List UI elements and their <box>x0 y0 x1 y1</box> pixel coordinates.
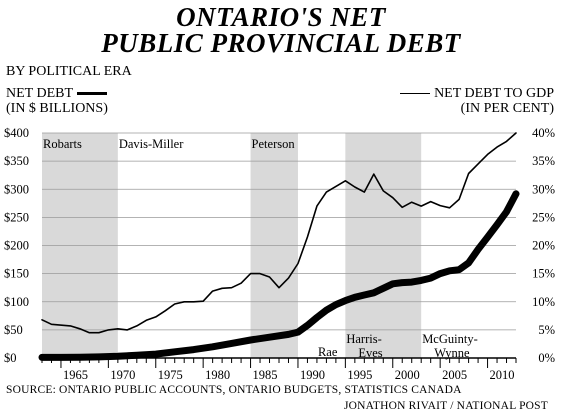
x-tick-label: 1980 <box>205 368 230 382</box>
net-debt-line <box>38 190 520 361</box>
era-label-5: McGuinty- <box>422 332 478 346</box>
left-tick-label: $350 <box>4 154 29 168</box>
left-tick-label: $400 <box>4 126 29 140</box>
left-tick-label: $200 <box>4 239 29 253</box>
x-tick-label: 1990 <box>300 368 325 382</box>
right-tick-label: 35% <box>532 154 555 168</box>
credit-note: JONATHON RIVAIT / NATIONAL POST <box>343 400 548 412</box>
right-tick-label: 0% <box>538 351 555 365</box>
x-tick-label: 2010 <box>490 368 515 382</box>
gdp-ratio-legend-key <box>400 93 431 95</box>
left-tick-label: $100 <box>4 295 29 309</box>
right-axis-label: NET DEBT TO GDP (IN PER CENT) <box>396 86 554 116</box>
left-tick-label: $0 <box>4 351 17 365</box>
source-note: SOURCE: ONTARIO PUBLIC ACCOUNTS, ONTARIO… <box>6 384 462 396</box>
era-label-4: Harris- <box>346 332 381 346</box>
x-tick-label: 1985 <box>253 368 278 382</box>
right-tick-label: 25% <box>532 210 555 224</box>
era-label-5-line2: Wynne <box>434 346 470 360</box>
left-axis-label-line2: (IN $ BILLIONS) <box>6 101 108 116</box>
right-tick-label: 30% <box>532 182 555 196</box>
era-label-3: Rae <box>318 345 338 359</box>
right-axis-label-line1: NET DEBT TO GDP <box>434 86 554 101</box>
chart-title-line1: ONTARIO'S NET <box>176 2 386 32</box>
debt-to-gdp-line <box>41 132 517 334</box>
chart-title-line2: PUBLIC PROVINCIAL DEBT <box>101 28 461 58</box>
x-tick-label: 2000 <box>395 368 420 382</box>
x-tick-label: 1970 <box>110 368 135 382</box>
right-tick-label: 40% <box>532 126 555 140</box>
right-tick-label: 10% <box>532 295 555 309</box>
left-tick-label: $250 <box>4 210 29 224</box>
right-tick-label: 20% <box>532 239 555 253</box>
right-tick-label: 5% <box>538 323 555 337</box>
left-tick-label: $300 <box>4 182 29 196</box>
left-axis-label: NET DEBT (IN $ BILLIONS) <box>6 86 111 116</box>
left-tick-label: $150 <box>4 267 29 281</box>
left-axis-label-line1: NET DEBT <box>6 86 74 101</box>
net-debt-legend-key <box>77 92 108 96</box>
x-tick-label: 1995 <box>347 368 372 382</box>
era-label-4-line2: Eves <box>358 346 382 360</box>
era-label-2: Peterson <box>252 137 296 151</box>
era-label-1: Davis-Miller <box>119 137 184 151</box>
x-tick-label: 1975 <box>158 368 183 382</box>
left-tick-label: $50 <box>4 323 23 337</box>
era-label-0: Robarts <box>43 137 82 151</box>
x-tick-label: 1965 <box>63 368 88 382</box>
x-tick-label: 2005 <box>442 368 467 382</box>
right-axis-label-line2: (IN PER CENT) <box>460 101 554 116</box>
right-tick-label: 15% <box>532 267 555 281</box>
chart-subtitle: BY POLITICAL ERA <box>6 64 132 79</box>
